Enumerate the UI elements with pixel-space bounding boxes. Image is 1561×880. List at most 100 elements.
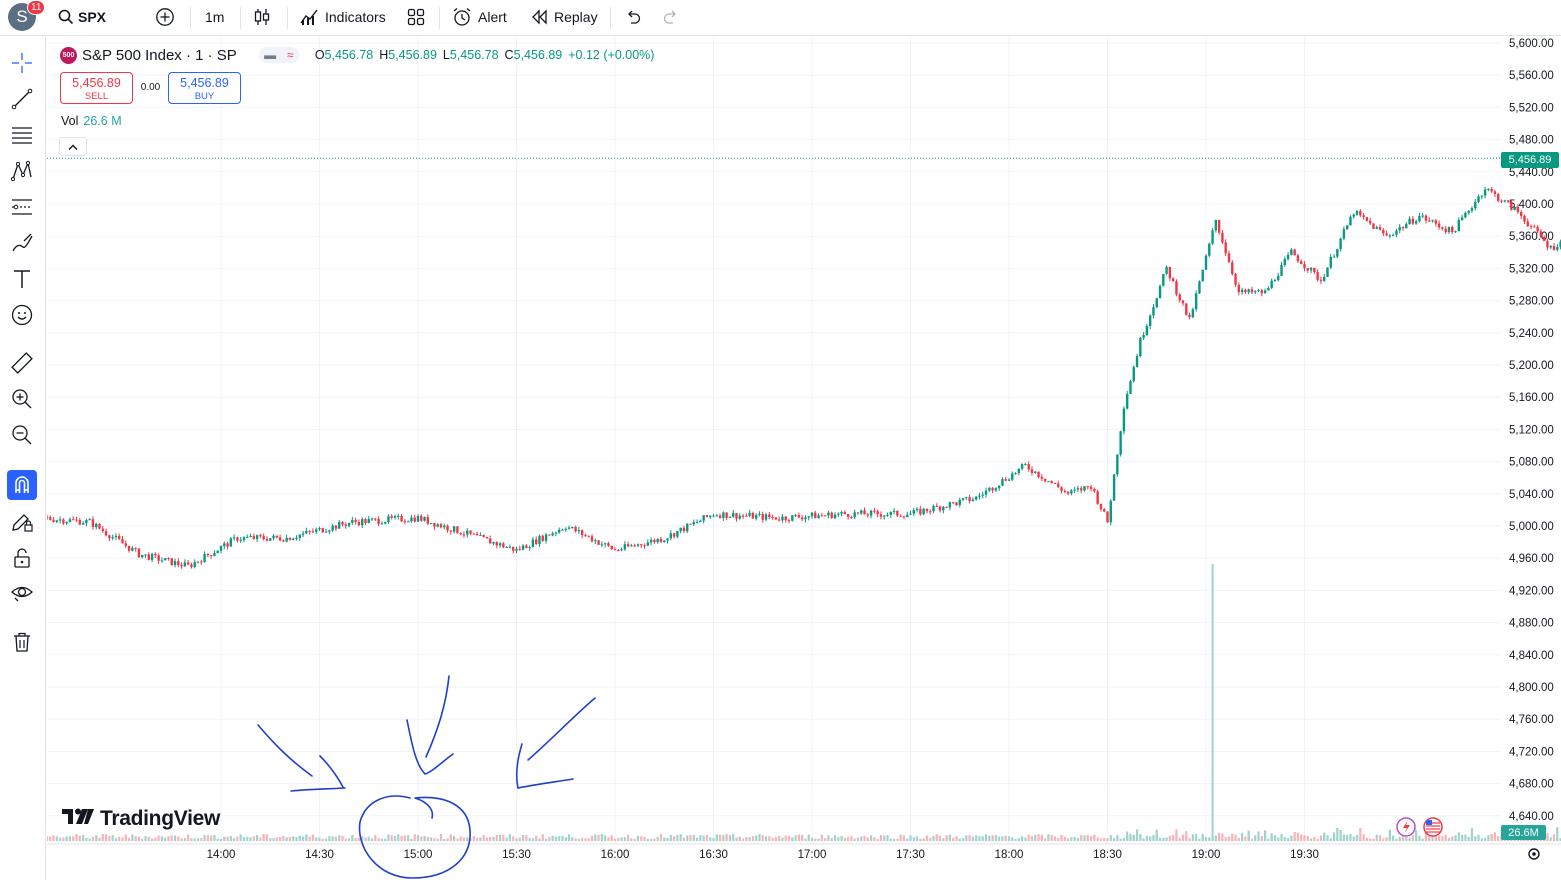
alert-button[interactable]: Alert bbox=[452, 0, 507, 34]
tradingview-logo[interactable]: TradingView bbox=[62, 807, 220, 831]
chart-pane[interactable]: 5,600.00 5,560.00 5,520.00 5,480.00 5,440.00… bbox=[47, 37, 1561, 880]
price-axis-label: 5,440.00 bbox=[1509, 167, 1554, 179]
price-axis-label: 5,560.00 bbox=[1509, 70, 1554, 82]
hide-drawings-button[interactable] bbox=[7, 577, 37, 607]
volume-bar bbox=[1277, 837, 1280, 841]
volume-bar bbox=[1162, 837, 1165, 841]
volume-spike bbox=[1211, 564, 1214, 841]
magnet-mode-button[interactable] bbox=[7, 470, 37, 500]
volume-bar bbox=[196, 838, 200, 841]
lock-drawings-button[interactable] bbox=[7, 543, 37, 573]
symbol-title[interactable]: S&P 500 Index · 1 · SP bbox=[82, 46, 237, 64]
candle bbox=[1319, 279, 1323, 281]
indicators-button[interactable]: Indicators bbox=[299, 0, 386, 34]
candle bbox=[1106, 511, 1109, 523]
volume-bar bbox=[1559, 838, 1561, 841]
drawing-toolbar bbox=[0, 37, 46, 880]
indicators-icon bbox=[299, 7, 319, 27]
volume-bar bbox=[193, 838, 196, 841]
candle bbox=[735, 513, 738, 519]
price-axis-label: 4,920.00 bbox=[1509, 585, 1554, 597]
candle bbox=[758, 514, 761, 516]
emoji-tool[interactable] bbox=[7, 300, 37, 330]
volume-bar bbox=[1349, 834, 1352, 841]
candle bbox=[1037, 471, 1040, 477]
volume-bar bbox=[1250, 838, 1254, 841]
candle bbox=[269, 538, 272, 541]
volume-bar bbox=[659, 834, 663, 841]
sell-button[interactable]: 5,456.89 SELL bbox=[60, 72, 133, 104]
candle bbox=[541, 535, 544, 541]
candle bbox=[1480, 195, 1483, 197]
volume-bar bbox=[955, 836, 958, 841]
volume-bar bbox=[147, 836, 150, 841]
candle bbox=[1523, 215, 1526, 222]
replay-button[interactable]: Replay bbox=[531, 0, 598, 34]
candle bbox=[1303, 264, 1306, 269]
volume-bar bbox=[1099, 838, 1103, 841]
collapse-legend-button[interactable] bbox=[59, 137, 87, 156]
candle bbox=[420, 516, 423, 521]
volume-bar bbox=[856, 837, 860, 841]
candle bbox=[1316, 272, 1319, 280]
compare-symbol-button[interactable] bbox=[155, 0, 175, 34]
volume-bar bbox=[479, 837, 482, 841]
price-axis-label: 5,360.00 bbox=[1509, 231, 1554, 243]
price-chart[interactable]: 5,600.00 5,560.00 5,520.00 5,480.00 5,440.00… bbox=[47, 37, 1561, 880]
candle bbox=[1080, 488, 1083, 491]
candle bbox=[551, 533, 554, 536]
brush-icon bbox=[10, 231, 34, 255]
chart-type-button[interactable] bbox=[253, 0, 271, 34]
volume-bar bbox=[1309, 838, 1313, 841]
remove-drawings-button[interactable] bbox=[7, 627, 37, 657]
volume-bar bbox=[436, 838, 439, 841]
crosshair-tool[interactable] bbox=[7, 48, 37, 78]
volume-bar bbox=[328, 836, 331, 841]
candle bbox=[1300, 261, 1303, 265]
volume-bar bbox=[1424, 828, 1428, 841]
candle bbox=[1329, 256, 1332, 268]
volume-bar bbox=[883, 835, 886, 841]
symbol-search-button[interactable]: SPX bbox=[58, 0, 106, 34]
candle bbox=[712, 515, 715, 517]
candle bbox=[338, 522, 341, 529]
candle bbox=[364, 519, 367, 523]
trend-line-icon bbox=[10, 87, 34, 111]
candle bbox=[718, 515, 722, 518]
redo-button[interactable] bbox=[662, 0, 680, 34]
text-tool[interactable] bbox=[7, 264, 37, 294]
measure-tool[interactable] bbox=[7, 348, 37, 378]
stay-in-drawing-mode-button[interactable] bbox=[7, 507, 37, 537]
interval-button[interactable]: 1m bbox=[205, 0, 224, 34]
fib-tool[interactable] bbox=[7, 120, 37, 150]
volume-bar bbox=[1155, 829, 1158, 841]
brush-tool[interactable] bbox=[7, 228, 37, 258]
volume-bar bbox=[1178, 838, 1181, 841]
candle bbox=[965, 497, 968, 499]
volume-bar bbox=[1467, 836, 1470, 841]
pattern-tool[interactable] bbox=[7, 156, 37, 186]
zoom-in-tool[interactable] bbox=[7, 384, 37, 414]
candle bbox=[686, 523, 689, 532]
volume-bar bbox=[321, 838, 324, 841]
buy-button[interactable]: 5,456.89 BUY bbox=[168, 72, 241, 104]
undo-button[interactable] bbox=[624, 0, 642, 34]
candle bbox=[1365, 217, 1369, 221]
volume-bar bbox=[938, 835, 942, 841]
layouts-button[interactable] bbox=[406, 0, 426, 34]
candle bbox=[1162, 273, 1165, 286]
forecast-tool[interactable] bbox=[7, 192, 37, 222]
volume-bar bbox=[262, 834, 265, 841]
volume-bar bbox=[1175, 829, 1178, 841]
volume-bar bbox=[741, 838, 745, 841]
volume-bar bbox=[952, 837, 955, 841]
volume-legend[interactable]: Vol 26.6 M bbox=[61, 114, 122, 128]
candle bbox=[206, 553, 210, 556]
candle bbox=[535, 539, 538, 544]
visibility-toggle[interactable]: ▬ ≈ bbox=[258, 47, 299, 63]
redo-icon bbox=[662, 9, 680, 25]
zoom-out-tool[interactable] bbox=[7, 420, 37, 450]
candle bbox=[321, 528, 324, 533]
trend-line-tool[interactable] bbox=[7, 84, 37, 114]
volume-bar bbox=[571, 837, 574, 841]
